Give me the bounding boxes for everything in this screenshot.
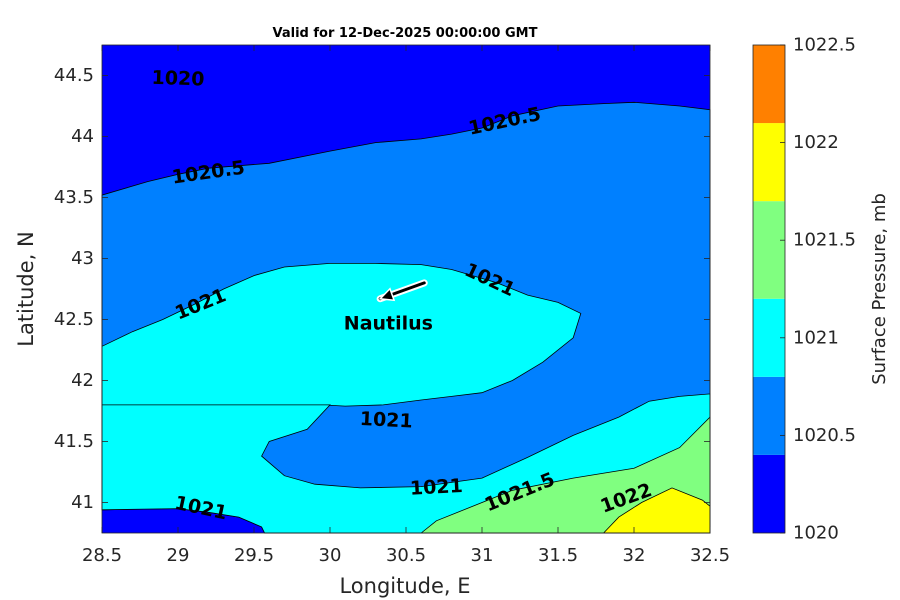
colorbar-band-4 <box>753 123 785 202</box>
colorbar-tick-label: 1020.5 <box>793 425 856 446</box>
colorbar-label: Surface Pressure, mb <box>869 193 890 385</box>
colorbar-tick-label: 1022.5 <box>793 35 856 56</box>
colorbar-frame <box>752 44 786 534</box>
x-tick-label: 32.5 <box>690 545 730 566</box>
x-tick-label: 29.5 <box>234 545 274 566</box>
contour-label: 1020 <box>151 67 205 91</box>
y-tick-label: 44.5 <box>54 65 94 86</box>
x-tick-label: 29 <box>167 545 190 566</box>
x-tick-label: 31 <box>471 545 494 566</box>
vessel-marker: Nautilus <box>344 279 433 335</box>
contour-fills <box>101 101 711 534</box>
colorbar-band-3 <box>753 201 785 299</box>
heading-arrowhead <box>378 287 396 302</box>
contour-label: 1021 <box>409 475 463 500</box>
y-tick-label: 44 <box>71 126 94 147</box>
colorbar-tick-label: 1020 <box>793 523 839 544</box>
colorbar-band-0 <box>753 454 785 533</box>
vessel-label: Nautilus <box>344 313 433 335</box>
colorbar-band-2 <box>753 298 785 377</box>
x-axis-ticks: 28.5 29 29.5 30 30.5 31 31.5 32 32.5 <box>82 45 730 566</box>
y-axis-label: Latitude, N <box>14 231 38 347</box>
x-tick-label: 32 <box>623 545 646 566</box>
colorbar: 1020 1020.5 1021 1021.5 1022 1022.5 <box>752 35 856 544</box>
chart-title: Valid for 12-Dec-2025 00:00:00 GMT <box>273 26 538 41</box>
y-tick-label: 42 <box>71 370 94 391</box>
y-tick-label: 43 <box>71 248 94 269</box>
y-tick-label: 41 <box>71 492 94 513</box>
colorbar-band-1 <box>753 376 785 455</box>
x-tick-label: 30 <box>319 545 342 566</box>
colorbar-tick-label: 1022 <box>793 132 839 153</box>
x-tick-label: 31.5 <box>538 545 578 566</box>
contour-label: 1021 <box>359 408 413 433</box>
y-tick-label: 41.5 <box>54 431 94 452</box>
colorbar-tick-label: 1021 <box>793 327 839 348</box>
y-axis-ticks: 41 41.5 42 42.5 43 43.5 44 44.5 <box>54 65 710 513</box>
y-tick-label: 43.5 <box>54 187 94 208</box>
x-axis-label: Longitude, E <box>339 574 470 598</box>
colorbar-band-5 <box>753 45 785 124</box>
colorbar-tick-label: 1021.5 <box>793 230 856 251</box>
x-tick-label: 30.5 <box>386 545 426 566</box>
y-tick-label: 42.5 <box>54 309 94 330</box>
x-tick-label: 28.5 <box>82 545 122 566</box>
